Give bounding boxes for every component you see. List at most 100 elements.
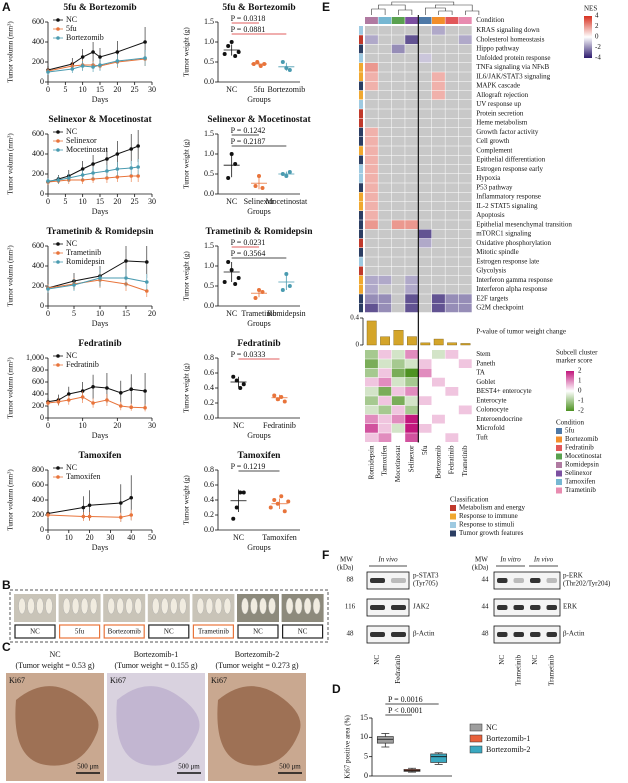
heat-cell bbox=[445, 424, 459, 433]
heat-cell bbox=[418, 433, 432, 442]
na-cell bbox=[445, 63, 459, 72]
na-cell bbox=[365, 257, 378, 266]
protein-label: ERK bbox=[563, 603, 577, 611]
data-point bbox=[234, 378, 239, 383]
image-title: Bortezomib-2 bbox=[235, 650, 279, 659]
na-cell bbox=[458, 211, 472, 220]
data-point bbox=[229, 40, 234, 44]
heat-cell bbox=[418, 368, 432, 378]
na-cell bbox=[378, 238, 392, 248]
na-cell bbox=[445, 90, 459, 100]
heat-cell bbox=[378, 350, 392, 359]
na-cell bbox=[432, 285, 445, 294]
row-label: Heme metabolism bbox=[476, 119, 528, 127]
na-cell bbox=[418, 146, 432, 155]
tumor-specimen bbox=[196, 597, 205, 615]
data-point bbox=[272, 498, 277, 502]
heat-cell bbox=[365, 424, 378, 433]
row-label: E2F targets bbox=[476, 294, 508, 302]
condition-cell bbox=[458, 17, 472, 24]
legend-label: Mocetinostat bbox=[66, 145, 109, 154]
series-line bbox=[47, 279, 147, 292]
data-point bbox=[129, 495, 133, 500]
y-tick-label: 0.0 bbox=[204, 301, 214, 310]
na-cell bbox=[378, 127, 392, 137]
photo-label: NC bbox=[164, 628, 174, 636]
na-cell bbox=[391, 127, 405, 137]
na-cell bbox=[418, 248, 432, 257]
dendrogram bbox=[371, 1, 480, 15]
heat-cell bbox=[432, 405, 445, 415]
band bbox=[370, 632, 385, 637]
legend-swatch bbox=[556, 453, 562, 460]
data-point bbox=[80, 173, 85, 177]
data-point bbox=[115, 152, 120, 156]
protein-label: (Tyr705) bbox=[413, 580, 438, 588]
x-axis-label: Groups bbox=[247, 95, 271, 104]
blot bbox=[366, 625, 410, 644]
heat-cell bbox=[378, 368, 392, 378]
row-label: Tuft bbox=[476, 433, 488, 441]
legend-swatch bbox=[469, 745, 483, 754]
heat-cell bbox=[405, 275, 419, 285]
data-point bbox=[222, 280, 227, 284]
mw-title: MW bbox=[340, 556, 353, 564]
data-point bbox=[231, 516, 236, 521]
na-cell bbox=[432, 146, 445, 155]
heat-cell bbox=[432, 350, 445, 359]
x-tick-label: NC bbox=[233, 421, 244, 430]
na-cell bbox=[418, 44, 432, 54]
label-box bbox=[14, 624, 56, 639]
blot bbox=[493, 598, 561, 617]
x-tick-label: 30 bbox=[148, 85, 156, 94]
panel-label: D bbox=[332, 682, 341, 696]
y-axis-label: Tumor volumn (mm³) bbox=[7, 21, 15, 83]
data-point bbox=[287, 284, 292, 288]
data-point bbox=[226, 176, 231, 180]
y-tick-label: 0.6 bbox=[204, 368, 214, 377]
tumor-specimen bbox=[170, 597, 178, 615]
row-label: MAPK cascade bbox=[476, 82, 520, 90]
na-cell bbox=[445, 26, 459, 35]
legend-swatch bbox=[450, 522, 456, 528]
label-box bbox=[103, 624, 145, 639]
heat-cell bbox=[391, 424, 405, 433]
legend-title: NES bbox=[584, 5, 597, 13]
x-tick-label: 5 bbox=[63, 197, 67, 206]
heat-cell bbox=[418, 377, 432, 387]
heat-cell bbox=[378, 377, 392, 387]
x-tick-label: NC bbox=[226, 85, 237, 94]
legend-marker bbox=[56, 130, 60, 134]
y-tick-label: 0.4 bbox=[204, 383, 214, 392]
na-cell bbox=[418, 183, 432, 192]
na-cell bbox=[405, 201, 419, 211]
na-cell bbox=[458, 137, 472, 146]
tumor-specimen bbox=[107, 597, 115, 615]
y-tick-label: 600 bbox=[32, 377, 44, 386]
y-tick-label: 0 bbox=[40, 189, 44, 198]
legend-title: Subcell cluster bbox=[556, 349, 598, 357]
heat-cell bbox=[445, 359, 459, 368]
image-title: NC bbox=[49, 650, 60, 659]
legend-swatch bbox=[469, 723, 483, 732]
heat-cell bbox=[445, 405, 459, 415]
na-cell bbox=[391, 229, 405, 239]
class-cell bbox=[359, 183, 363, 192]
x-tick-label: 15 bbox=[96, 197, 104, 206]
class-cell bbox=[359, 26, 363, 35]
class-cell bbox=[359, 211, 363, 220]
legend-label: Metabolism and energy bbox=[459, 504, 525, 512]
tumor-specimen bbox=[214, 597, 223, 615]
class-cell bbox=[359, 201, 363, 211]
data-point bbox=[115, 50, 120, 54]
data-point bbox=[129, 174, 133, 178]
p-value-label: P = 0.1242 bbox=[231, 126, 266, 135]
heat-cell bbox=[391, 414, 405, 424]
na-cell bbox=[405, 53, 419, 63]
x-tick-label: 0 bbox=[46, 309, 50, 318]
data-point bbox=[255, 60, 260, 64]
na-cell bbox=[432, 211, 445, 220]
heat-cell bbox=[391, 405, 405, 415]
data-point bbox=[275, 501, 280, 506]
na-cell bbox=[432, 220, 445, 229]
